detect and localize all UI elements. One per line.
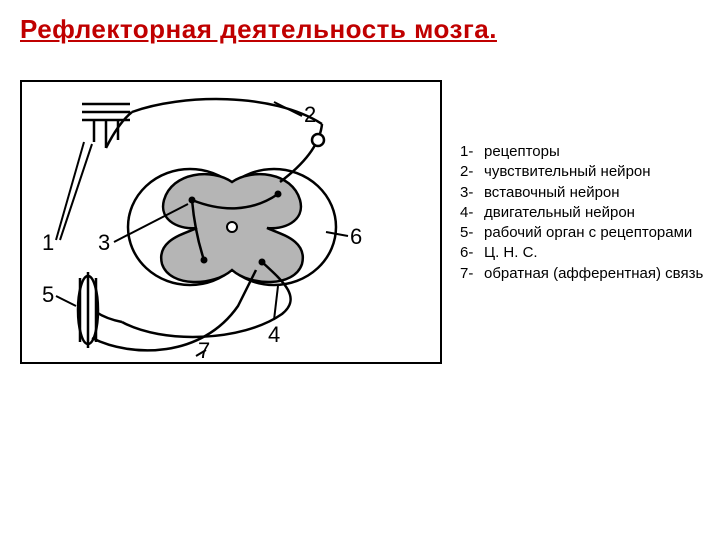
legend: 1- рецепторы 2- чувствительный нейрон 3-… [460, 142, 710, 284]
reflex-arc-diagram [22, 82, 440, 362]
legend-text: двигательный нейрон [484, 203, 710, 223]
legend-num: 3- [460, 183, 484, 203]
legend-num: 5- [460, 223, 484, 243]
legend-text: вставочный нейрон [484, 183, 710, 203]
legend-text: обратная (афферентная) связь [484, 264, 710, 284]
legend-item: 1- рецепторы [460, 142, 710, 162]
legend-num: 1- [460, 142, 484, 162]
legend-num: 6- [460, 243, 484, 263]
legend-item: 3- вставочный нейрон [460, 183, 710, 203]
diagram-frame: 1 2 3 4 5 6 7 [20, 80, 442, 364]
legend-item: 5- рабочий орган с рецепторами [460, 223, 710, 243]
legend-item: 7- обратная (афферентная) связь [460, 264, 710, 284]
legend-text: рецепторы [484, 142, 710, 162]
legend-item: 6- Ц. Н. С. [460, 243, 710, 263]
legend-item: 4- двигательный нейрон [460, 203, 710, 223]
legend-item: 2- чувствительный нейрон [460, 162, 710, 182]
legend-text: чувствительный нейрон [484, 162, 710, 182]
page: Рефлекторная деятельность мозга. 1 2 3 4… [0, 0, 720, 540]
legend-text: рабочий орган с рецепторами [484, 223, 710, 243]
page-title: Рефлекторная деятельность мозга. [20, 14, 497, 45]
legend-text: Ц. Н. С. [484, 243, 710, 263]
legend-num: 2- [460, 162, 484, 182]
legend-num: 7- [460, 264, 484, 284]
legend-num: 4- [460, 203, 484, 223]
